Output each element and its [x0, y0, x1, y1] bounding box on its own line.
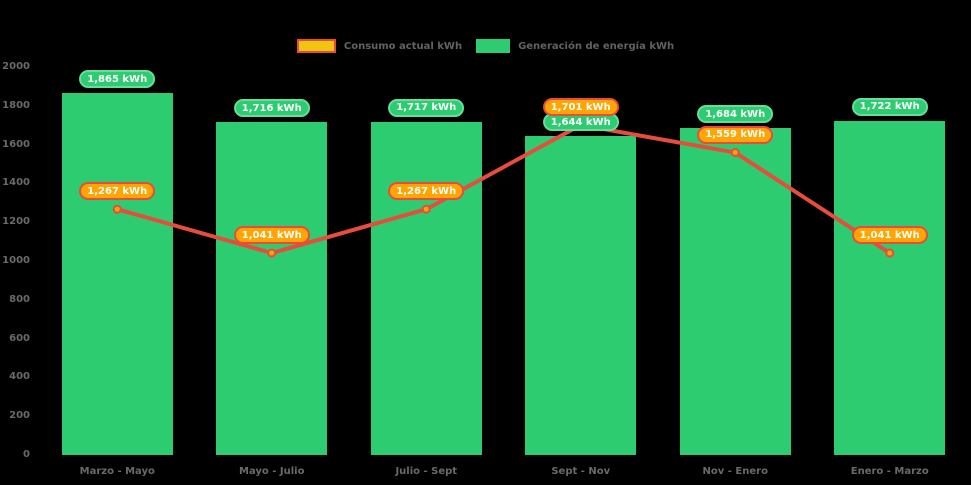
- y-axis-tick-label: 1200: [2, 216, 30, 228]
- consumo-point-marker[interactable]: [730, 148, 740, 158]
- generacion-bar[interactable]: [370, 121, 482, 455]
- y-axis-tick-label: 2000: [2, 61, 30, 72]
- consumo-swatch-icon: [296, 39, 336, 53]
- consumo-point-marker[interactable]: [267, 248, 277, 258]
- generacion-bar[interactable]: [216, 122, 328, 455]
- generacion-bar[interactable]: [679, 128, 791, 455]
- consumo-value-label: 1,041 kWh: [851, 226, 928, 245]
- generacion-bar[interactable]: [61, 93, 173, 455]
- legend-item-consumo[interactable]: Consumo actual kWh: [296, 39, 463, 53]
- consumo-point-marker[interactable]: [421, 204, 431, 214]
- generacion-bar[interactable]: [525, 136, 637, 455]
- generacion-value-label: 1,717 kWh: [388, 98, 465, 117]
- x-axis-category-label: Julio - Sept: [395, 466, 458, 477]
- y-axis-tick-label: 800: [9, 293, 30, 305]
- x-axis-category-label: Nov - Enero: [702, 466, 768, 477]
- generacion-bar[interactable]: [834, 120, 946, 455]
- y-axis-tick-label: 600: [9, 332, 30, 344]
- y-axis-tick-label: 1000: [2, 255, 30, 266]
- legend-label-consumo: Consumo actual kWh: [343, 40, 463, 52]
- generacion-value-label: 1,865 kWh: [79, 70, 156, 89]
- x-axis-category-label: Enero - Marzo: [850, 466, 929, 477]
- x-axis-category-label: Mayo - Julio: [239, 466, 305, 477]
- consumo-point-marker[interactable]: [885, 248, 895, 258]
- consumo-value-label: 1,701 kWh: [542, 98, 619, 116]
- consumo-value-label: 1,041 kWh: [233, 226, 310, 245]
- y-axis-tick-label: 1400: [2, 177, 30, 189]
- y-axis-tick-label: 200: [9, 410, 30, 422]
- generacion-value-label: 1,684 kWh: [697, 105, 774, 124]
- y-axis-tick-label: 1600: [2, 138, 30, 150]
- generacion-value-label: 1,722 kWh: [851, 97, 928, 116]
- consumo-value-label: 1,559 kWh: [697, 125, 774, 144]
- legend-item-generacion[interactable]: Generación de energía kWh: [476, 39, 674, 53]
- consumo-line: [115, 123, 892, 256]
- x-axis-category-label: Marzo - Mayo: [79, 466, 155, 477]
- y-axis-tick-label: 0: [23, 449, 30, 460]
- y-axis-tick-label: 1800: [2, 99, 30, 111]
- generacion-swatch-icon: [476, 39, 511, 53]
- x-axis-category-label: Sept - Nov: [551, 466, 611, 477]
- legend-label-generacion: Generación de energía kWh: [518, 40, 675, 52]
- consumo-value-label: 1,267 kWh: [79, 182, 156, 201]
- y-axis-tick-label: 400: [9, 371, 30, 383]
- consumo-point-marker[interactable]: [112, 204, 122, 214]
- consumo-value-label: 1,267 kWh: [388, 182, 465, 201]
- chart-legend: Consumo actual kWh Generación de energía…: [0, 39, 971, 53]
- generacion-value-label: 1,716 kWh: [233, 99, 310, 118]
